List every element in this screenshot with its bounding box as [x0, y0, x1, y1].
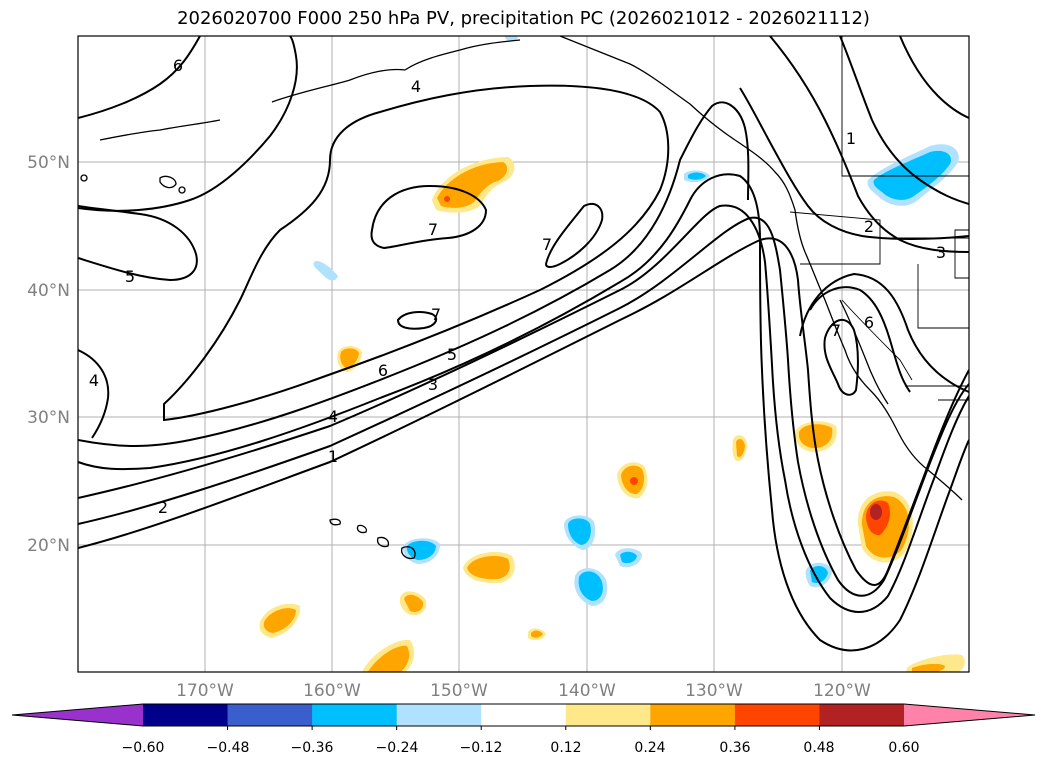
- pv-contour-20: [899, 36, 969, 119]
- colorbar: [11, 703, 1036, 730]
- colorbar-extend-high: [904, 704, 1035, 726]
- lat-label: 40°N: [27, 281, 70, 301]
- contour-label: 5: [447, 345, 457, 364]
- contour-label: 4: [411, 77, 421, 96]
- lon-label: 130°W: [685, 681, 743, 701]
- lon-label: 170°W: [176, 681, 234, 701]
- pv-contour-19: [739, 87, 969, 240]
- colorbar-tick-label: −0.60: [122, 740, 165, 756]
- colorbar-tick-label: 0.24: [634, 740, 665, 756]
- pv-contour-9: [78, 205, 198, 282]
- colorbar-tick-label: 0.60: [888, 740, 919, 756]
- precip-negative-7: [684, 170, 710, 183]
- colorbar-segment: [819, 704, 905, 726]
- pv-contour-6: [163, 84, 670, 422]
- lon-labels: 170°W 160°W 150°W 140°W 130°W 120°W: [176, 681, 871, 701]
- contour-label: 3: [428, 375, 438, 394]
- precip-negative-3: [574, 568, 608, 606]
- precip-positive-9: [399, 591, 427, 616]
- pv-contour-18: [839, 36, 969, 205]
- precip-positive-7: [362, 639, 415, 672]
- pv-contour-11: [370, 184, 488, 250]
- contour-label: 1: [846, 129, 856, 148]
- precip-positive-4: [794, 421, 837, 453]
- precip-positive-6: [259, 603, 301, 638]
- contour-label: 5: [125, 267, 135, 286]
- coastlines: [80, 36, 963, 560]
- lon-label: 160°W: [303, 681, 361, 701]
- map-content: 6 4 5 7 7 7 6 5 3 4 1 2 1 2 3 6 7 4: [78, 36, 969, 672]
- precip-shading: [259, 36, 965, 672]
- colorbar-tick-label: 0.12: [550, 740, 581, 756]
- precip-positive-12: [528, 628, 546, 641]
- map-frame: [77, 35, 970, 673]
- pv-contour-16: [799, 272, 969, 393]
- map-title: 2026020700 F000 250 hPa PV, precipitatio…: [177, 8, 870, 29]
- colorbar-tick-label: 0.48: [803, 740, 834, 756]
- contour-label: 7: [431, 305, 441, 324]
- precip-positive-5: [463, 552, 515, 584]
- colorbar-segment: [396, 704, 482, 726]
- contour-label: 4: [328, 407, 338, 426]
- pv-contour-4: [78, 173, 969, 652]
- contour-label: 3: [936, 243, 946, 262]
- pv-contour-7: [78, 36, 201, 119]
- precip-negative-4: [402, 538, 440, 564]
- precip-negative-9: [505, 36, 518, 41]
- contour-label: 7: [542, 235, 552, 254]
- pv-contour-2: [78, 216, 969, 597]
- contour-label: 1: [328, 447, 338, 466]
- contour-label: 2: [864, 217, 874, 236]
- precip-positive-10: [732, 435, 747, 462]
- colorbar-extend-low: [12, 704, 143, 726]
- pv-contour-3: [78, 204, 969, 613]
- contour-label: 7: [428, 220, 438, 239]
- colorbar-outline: [11, 703, 1036, 727]
- precip-positive-3: [617, 462, 648, 499]
- pv-contour-17: [769, 36, 969, 253]
- lat-labels: 50°N 40°N 30°N 20°N: [27, 153, 70, 556]
- contour-labels: 6 4 5 7 7 7 6 5 3 4 1 2 1 2 3 6 7 4: [89, 56, 946, 517]
- precip-negative-2: [564, 515, 596, 550]
- pv-contour-12: [544, 202, 604, 268]
- contour-label: 6: [173, 56, 183, 75]
- pv-contour-13: [396, 311, 438, 330]
- colorbar-segment: [227, 704, 313, 726]
- contour-label: 4: [89, 371, 99, 390]
- contour-label: 2: [158, 498, 168, 517]
- colorbar-tick-label: −0.24: [376, 740, 419, 756]
- colorbar-ticks: −0.60 −0.48 −0.36 −0.24 −0.12 0.12 0.24 …: [122, 740, 920, 756]
- lat-label: 30°N: [27, 408, 70, 428]
- colorbar-tick-label: −0.36: [291, 740, 334, 756]
- colorbar-segment: [734, 704, 820, 726]
- lon-label: 140°W: [558, 681, 616, 701]
- colorbar-tick-label: −0.48: [207, 740, 250, 756]
- pv-contours: [78, 36, 969, 652]
- lon-label: 150°W: [430, 681, 488, 701]
- lon-label: 120°W: [813, 681, 871, 701]
- pv-contour-15: [809, 286, 911, 393]
- colorbar-segment: [312, 704, 398, 726]
- contour-label: 6: [864, 313, 874, 332]
- pv-contour-10: [78, 349, 110, 439]
- colorbar-segment: [481, 704, 567, 726]
- lat-label: 20°N: [27, 536, 70, 556]
- colorbar-tick-label: −0.12: [460, 740, 503, 756]
- colorbar-segment: [565, 704, 651, 726]
- borders: [789, 36, 969, 401]
- colorbar-segment: [143, 704, 229, 726]
- pv-contour-5: [78, 101, 750, 447]
- lat-label: 50°N: [27, 153, 70, 173]
- pv-contour-8: [78, 36, 298, 212]
- precip-positive-11: [905, 654, 965, 672]
- precip-positive-1: [432, 157, 515, 213]
- precip-negative-8: [313, 260, 338, 281]
- contour-label: 7: [831, 321, 841, 340]
- contour-label: 6: [378, 361, 388, 380]
- precip-negative-5: [615, 548, 642, 568]
- colorbar-segment: [650, 704, 736, 726]
- colorbar-tick-label: 0.36: [719, 740, 750, 756]
- pv-contour-14: [823, 318, 859, 396]
